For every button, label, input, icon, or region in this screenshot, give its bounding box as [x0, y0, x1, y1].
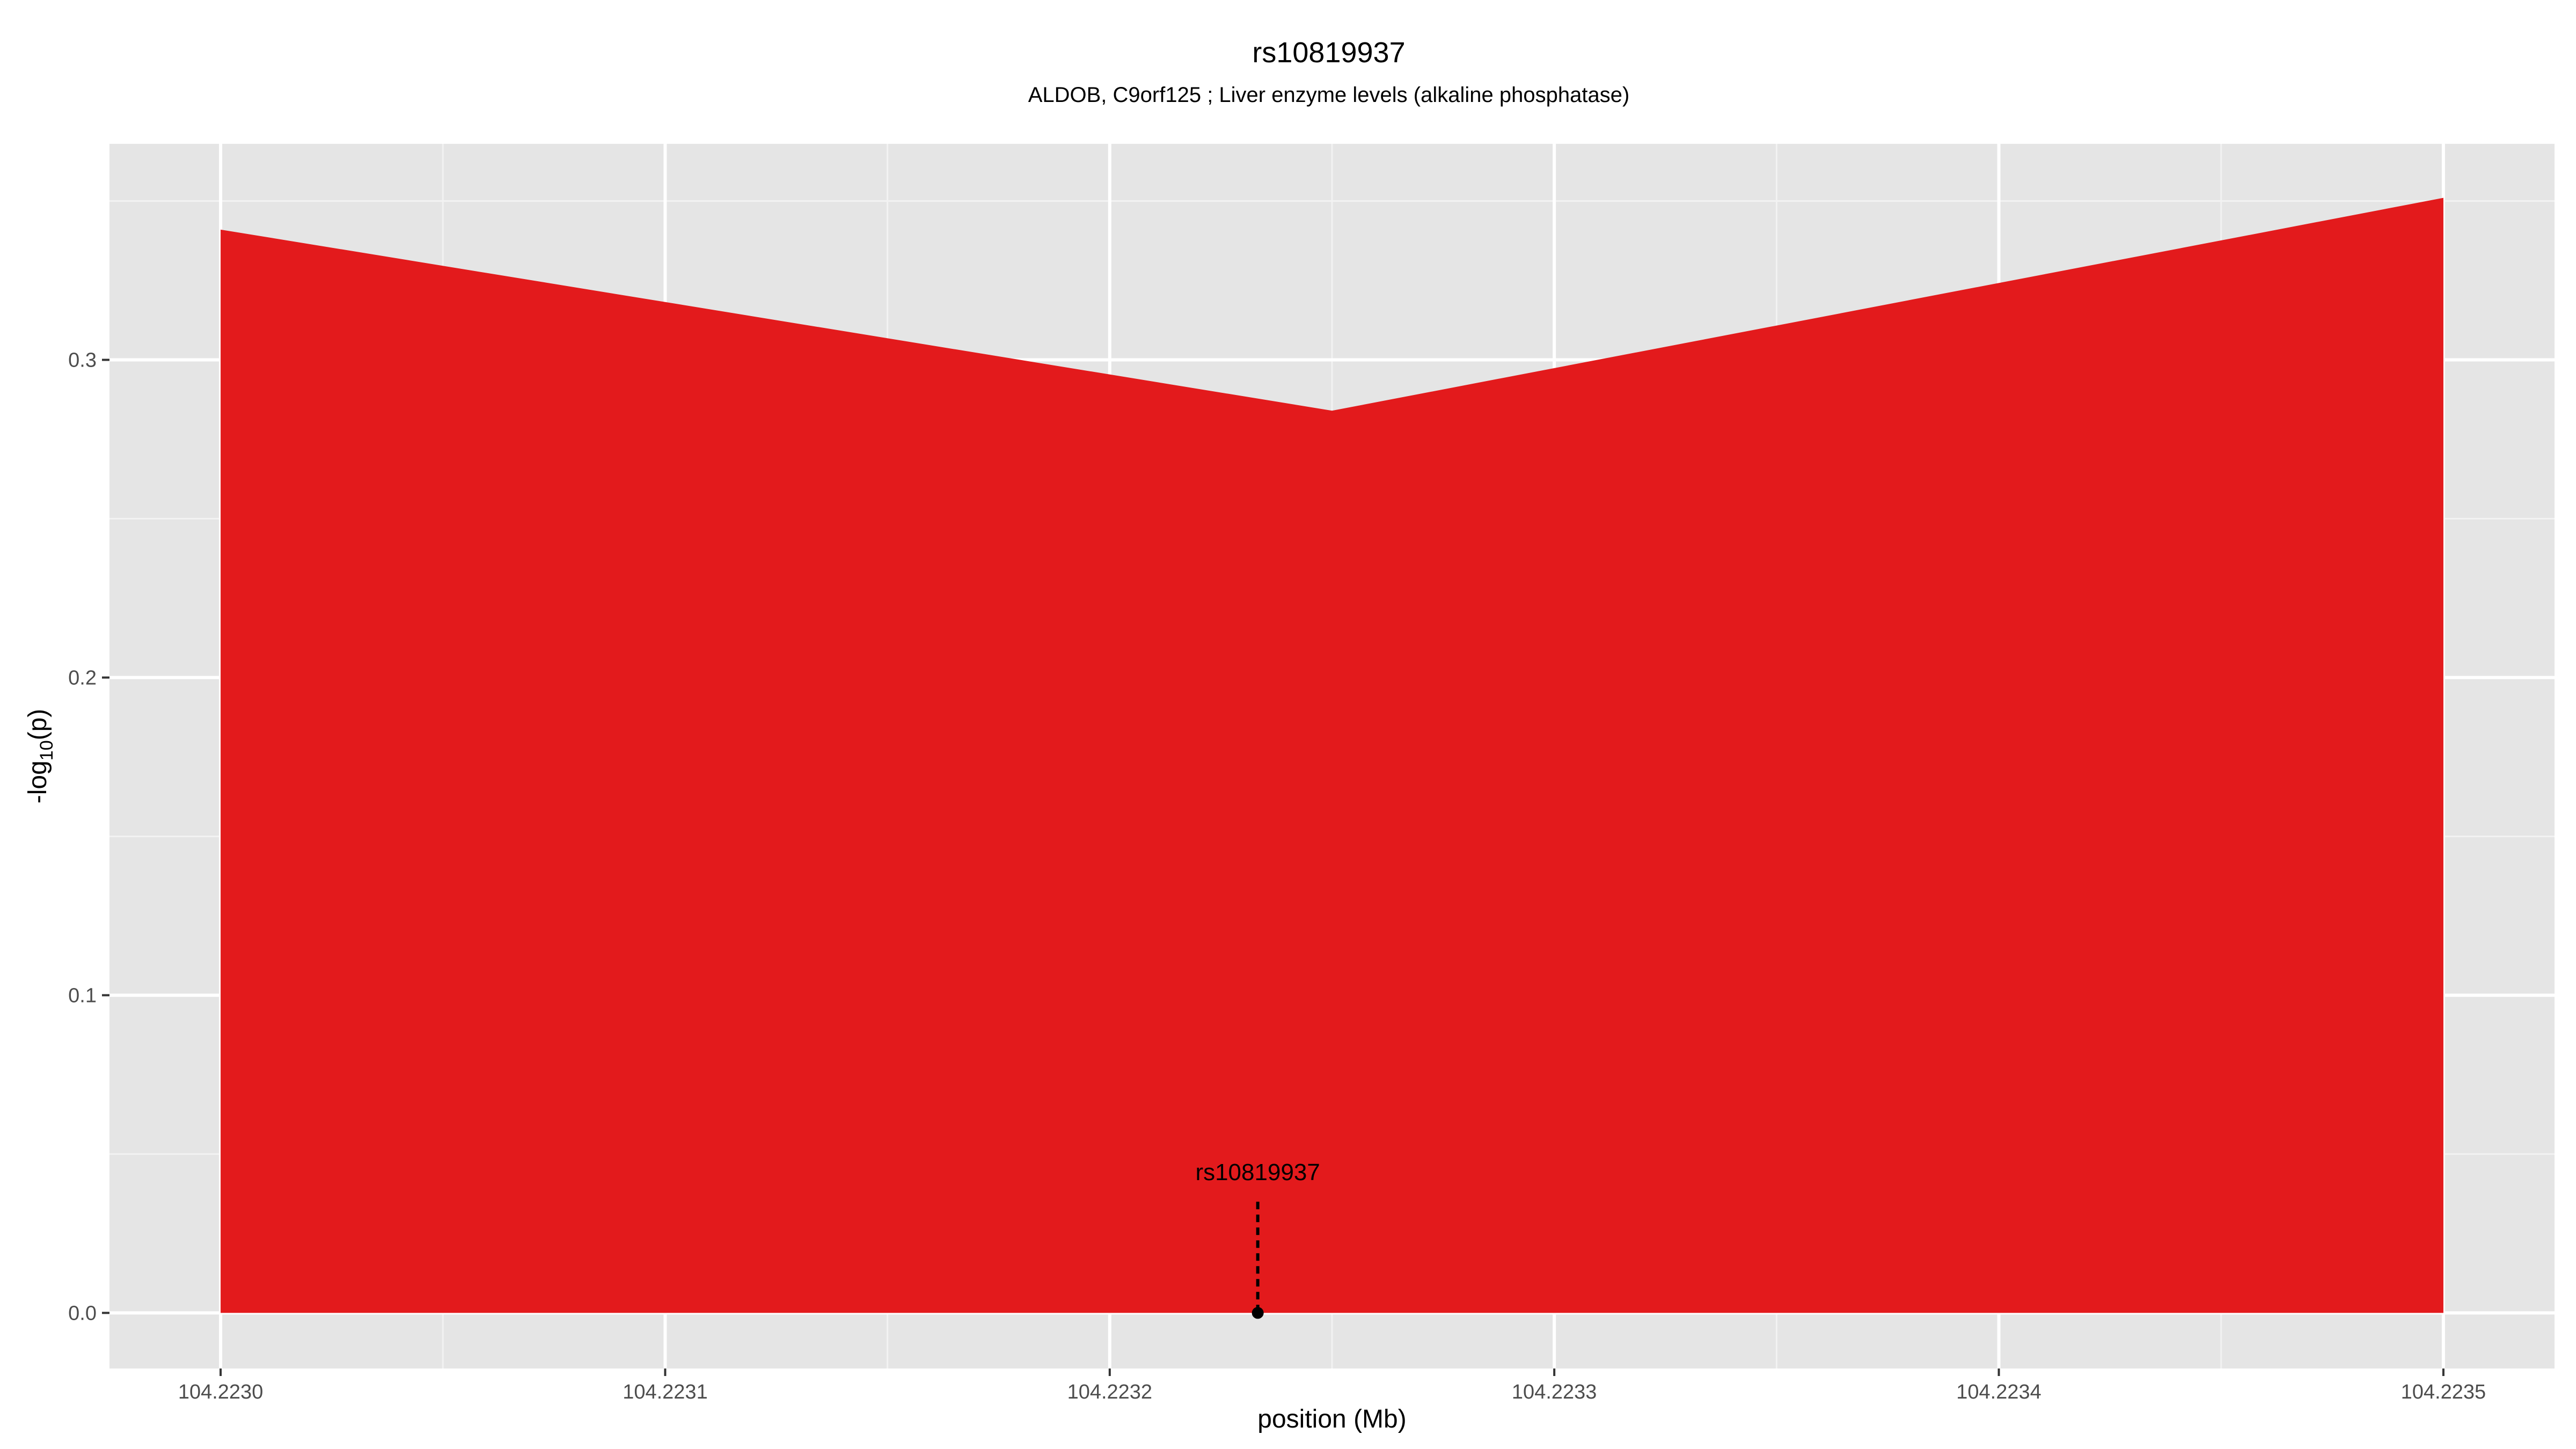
area-series	[221, 197, 2443, 1313]
y-tick-label: 0.2	[68, 667, 97, 689]
y-axis-title-main: -log	[24, 760, 52, 803]
y-axis: 0.0 0.1 0.2 0.3	[68, 349, 109, 1324]
y-tick-label: 0.3	[68, 349, 97, 372]
x-tick-label: 104.2232	[1067, 1381, 1153, 1403]
annotation-label: rs10819937	[1195, 1159, 1320, 1185]
x-axis: 104.2230 104.2231 104.2232 104.2233 104.2234…	[178, 1368, 2486, 1403]
y-axis-title: -log10(p)	[24, 709, 57, 804]
y-axis-title-tail: (p)	[24, 709, 52, 741]
chart-subtitle: ALDOB, C9orf125 ; Liver enzyme levels (a…	[1028, 83, 1630, 107]
x-tick-label: 104.2234	[1956, 1381, 2041, 1403]
annotation-layer: rs10819937	[1195, 1159, 1320, 1319]
annotation-point	[1252, 1307, 1264, 1319]
x-tick-label: 104.2233	[1512, 1381, 1597, 1403]
x-tick-label: 104.2230	[178, 1381, 264, 1403]
x-axis-title: position (Mb)	[1257, 1405, 1406, 1433]
x-tick-label: 104.2235	[2401, 1381, 2486, 1403]
y-tick-label: 0.0	[68, 1302, 97, 1324]
y-axis-title-subscript: 10	[36, 740, 57, 760]
y-tick-label: 0.1	[68, 984, 97, 1007]
x-tick-label: 104.2231	[623, 1381, 708, 1403]
chart-title: rs10819937	[1252, 36, 1405, 69]
series-layer	[221, 197, 2443, 1313]
